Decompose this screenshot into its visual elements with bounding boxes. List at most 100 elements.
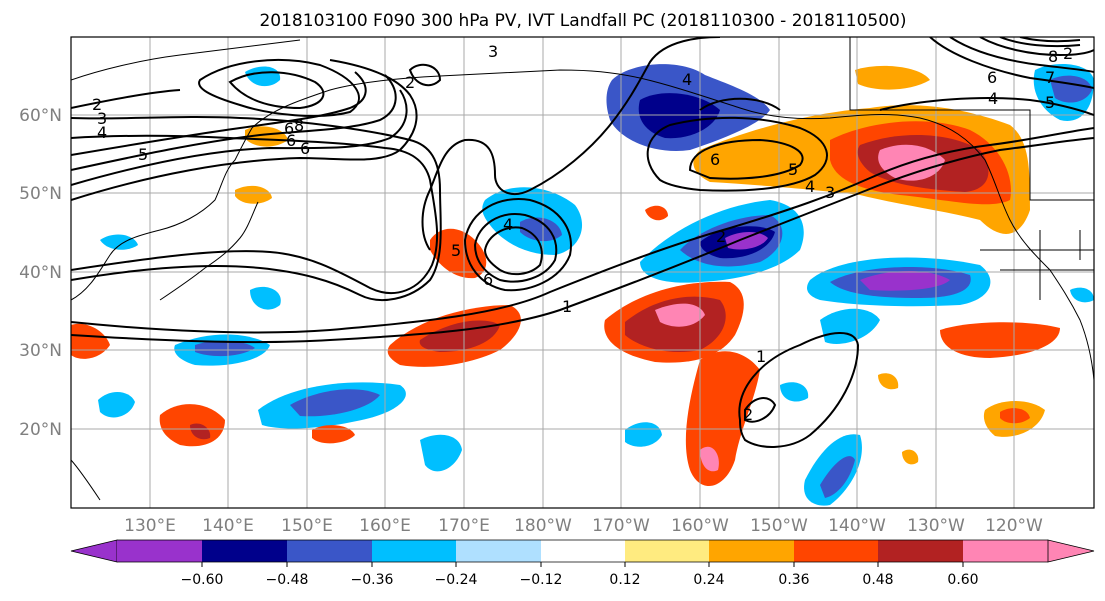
colorbar-tick-label: 0.36 [778, 572, 809, 588]
contour-label: 2 [743, 405, 753, 424]
colorbar-tick-label: −0.60 [181, 572, 224, 588]
shade-neg-wp3 [98, 391, 135, 418]
shade-neg-east-core [860, 271, 950, 291]
contour-label: 2 [716, 227, 726, 246]
contour-label: 2 [92, 95, 102, 114]
colorbar-tick-label: 0.24 [693, 572, 724, 588]
contour-label: 7 [1045, 68, 1055, 87]
contour-label: 6 [284, 119, 294, 138]
lat-tick-label: 40°N [19, 263, 62, 283]
contour-label: 6 [710, 150, 720, 169]
lon-tick-label: 150°E [281, 516, 333, 536]
pv-contours [71, 37, 1094, 448]
contour-label: 4 [805, 177, 815, 196]
shade-pos-tongue-core [700, 446, 719, 472]
shade-pos-east2-core [1000, 408, 1030, 424]
shade-neg-wp2-core [290, 389, 380, 417]
shade-neg-wp6 [100, 234, 138, 250]
shade-neg-se [780, 382, 809, 402]
contour-label: 3 [97, 109, 107, 128]
colorbar-segment [202, 540, 287, 562]
colorbar-segment [709, 540, 794, 562]
shade-pos-kur [245, 126, 288, 147]
contour-label: 6 [483, 270, 493, 289]
contour-label: 4 [682, 70, 692, 89]
contour-label: 2 [1063, 44, 1073, 63]
contour-label: 3 [825, 183, 835, 202]
lon-tick-labels: 130°E 140°E 150°E 160°E 170°E 180°W 170°… [124, 516, 1043, 536]
colorbar-tick-label: −0.12 [520, 572, 563, 588]
lon-tick-label: 130°W [907, 516, 965, 536]
colorbar-extend-max [1047, 539, 1095, 563]
shade-pos-ak [855, 65, 930, 90]
shade-neg-wp1-core [195, 340, 255, 357]
contour-label: 8 [294, 116, 304, 135]
lon-tick-label: 120°W [985, 516, 1043, 536]
lon-tick-label: 160°W [671, 516, 729, 536]
colorbar-tick-label: 0.60 [947, 572, 978, 588]
contour-label: 2 [405, 73, 415, 92]
contour-label: 8 [1048, 47, 1058, 66]
colorbar-tick-label: 0.48 [862, 572, 893, 588]
contour-label: 5 [451, 241, 461, 260]
shade-pos-wp2 [312, 425, 355, 444]
shade-pos-small1 [878, 373, 899, 390]
contour-label: 4 [503, 215, 513, 234]
contour-label: 3 [488, 42, 498, 61]
shade-pos-east [940, 322, 1060, 358]
lon-tick-label: 170°E [438, 516, 490, 536]
shade-pos-wp1-core [190, 423, 211, 440]
map-frame [70, 36, 1095, 509]
colorbar-segment [372, 540, 456, 562]
colorbar: −0.60 −0.48 −0.36 −0.24 −0.12 0.12 0.24 … [70, 539, 1095, 588]
colorbar-segment [794, 540, 878, 562]
lon-tick-label: 150°W [750, 516, 808, 536]
contour-label: 4 [97, 123, 107, 142]
shading-layer [71, 64, 1094, 506]
lat-tick-label: 20°N [19, 420, 62, 440]
map-panel: 2 3 4 5 6 3 2 8 6 4 4 6 5 4 3 2 6 1 1 2 … [71, 37, 1094, 508]
shade-neg-wp5 [250, 286, 281, 310]
lat-tick-labels: 60°N 50°N 40°N 30°N 20°N [19, 106, 62, 440]
shade-neg-625 [625, 422, 662, 447]
colorbar-extend-min [70, 539, 118, 563]
lon-tick-label: 160°E [359, 516, 411, 536]
colorbar-segment [878, 540, 963, 562]
contour-label: 5 [1045, 93, 1055, 112]
colorbar-segment [963, 540, 1048, 562]
contour-label: 6 [987, 68, 997, 87]
shade-neg-central-peak [725, 232, 768, 250]
contour-label: 5 [788, 160, 798, 179]
lon-tick-label: 130°E [124, 516, 176, 536]
lon-tick-label: 140°W [828, 516, 886, 536]
contour-label: 6 [286, 131, 296, 150]
lat-tick-label: 50°N [19, 184, 62, 204]
contour-label: 4 [988, 89, 998, 108]
shade-neg-east-south [820, 308, 880, 344]
colorbar-segment [456, 540, 541, 562]
figure-title: 2018103100 F090 300 hPa PV, IVT Landfall… [259, 11, 906, 31]
colorbar-segment [287, 540, 372, 562]
shade-pos-small3 [645, 205, 668, 221]
colorbar-tick-label: −0.36 [351, 572, 394, 588]
colorbar-ticks [201, 562, 964, 567]
shade-neg-south-core [820, 456, 855, 498]
shade-pos-small2 [902, 449, 919, 465]
shade-neg-uswc [1070, 287, 1094, 303]
colorbar-tick-label: −0.24 [435, 572, 478, 588]
colorbar-segment [625, 540, 709, 562]
lon-tick-label: 180°W [514, 516, 572, 536]
contour-label: 6 [300, 139, 310, 158]
shade-pos-japan [235, 185, 272, 204]
colorbar-segment [117, 540, 202, 562]
contour-label: 5 [138, 145, 148, 164]
contour-label: 1 [562, 297, 572, 316]
lat-tick-label: 60°N [19, 106, 62, 126]
colorbar-segment [541, 540, 625, 562]
colorbar-tick-label: 0.12 [609, 572, 640, 588]
lat-tick-label: 30°N [19, 341, 62, 361]
shade-neg-175e-core [520, 217, 562, 242]
contour-label: 1 [756, 347, 766, 366]
shade-pos-subtrop-core [655, 303, 705, 327]
